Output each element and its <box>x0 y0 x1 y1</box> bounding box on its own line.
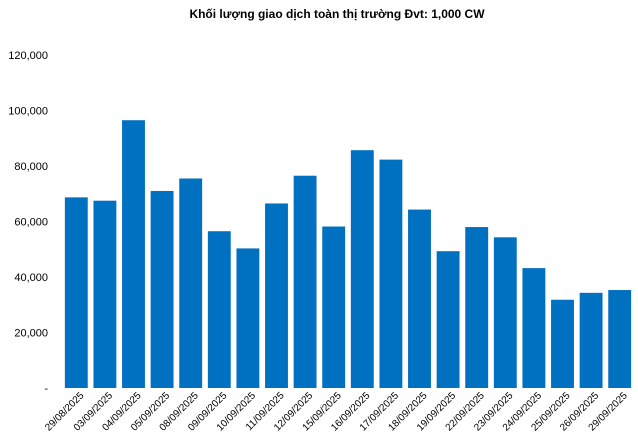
x-axis: 29/08/202503/09/202504/09/202505/09/2025… <box>43 390 630 433</box>
y-tick-label: 40,000 <box>14 272 48 284</box>
bar <box>379 159 403 388</box>
y-axis: - 20,000 40,000 60,000 80,000 100,000 120,000 <box>8 50 48 395</box>
bar <box>436 251 460 388</box>
bar <box>122 120 145 389</box>
bar <box>608 290 632 388</box>
y-tick-label: 120,000 <box>8 50 48 62</box>
bar <box>293 175 317 388</box>
y-tick-label: - <box>44 383 48 395</box>
bar <box>551 299 574 388</box>
bar <box>236 248 260 388</box>
bar <box>493 237 517 388</box>
bar <box>265 203 288 388</box>
y-tick-label: 20,000 <box>14 328 48 340</box>
y-tick-label: 80,000 <box>14 161 48 173</box>
bar <box>179 178 203 388</box>
bar <box>150 190 174 388</box>
bar <box>408 209 431 388</box>
y-tick-label: 60,000 <box>14 217 48 229</box>
y-tick-label: 100,000 <box>8 106 48 118</box>
bar <box>522 268 546 388</box>
bars <box>64 120 632 389</box>
bar <box>64 197 88 388</box>
chart-title: Khối lượng giao dịch toàn thị trường Đvt… <box>189 7 485 21</box>
bar <box>322 226 346 388</box>
bar <box>93 200 117 388</box>
bar <box>207 231 231 388</box>
bar <box>465 227 489 388</box>
bar <box>579 292 603 388</box>
bar <box>350 150 374 388</box>
